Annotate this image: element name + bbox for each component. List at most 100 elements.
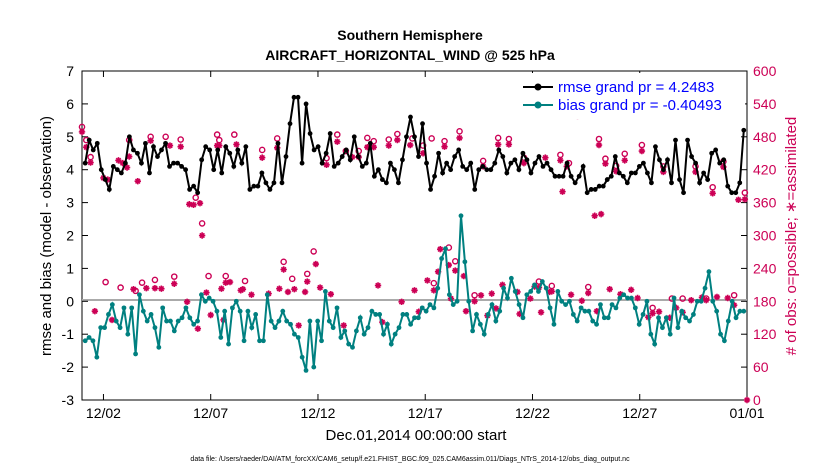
rmse-point [608,173,614,179]
obs-possible-point [430,279,438,287]
x-tick-label: 12/07 [193,405,228,421]
chart-subtitle: AIRCRAFT_HORIZONTAL_WIND @ 525 hPa [265,47,555,63]
y-tick-label: 3 [66,195,74,211]
bias-point [570,312,576,317]
bias-point [377,312,383,317]
rmse-point [484,167,490,173]
obs-possible-point [428,135,435,142]
obs-assimilated-point [295,322,302,329]
rmse-point [327,131,333,136]
obs-possible-point [138,279,146,286]
obs-assimilated-point [334,138,341,145]
bias-point [218,335,224,340]
rmse-point [379,177,385,182]
bias-point [102,325,107,331]
bias-point [94,354,100,360]
bias-point [350,344,355,350]
rmse-point [408,114,413,120]
rmse-point [195,190,201,196]
bias-point [725,318,731,324]
rmse-point [295,94,301,100]
bias-point [516,302,522,307]
rmse-point [653,144,658,150]
bias-point [656,315,661,321]
obs-possible-point [333,131,341,138]
obs-possible-point [192,194,199,201]
rmse-point [131,147,136,153]
rmse-point [657,157,662,163]
bias-point [640,312,646,317]
legend-bias-marker [534,101,542,109]
obs-assimilated-point [134,178,141,185]
bias-point [524,292,530,298]
obs-assimilated-point [239,286,247,293]
obs-assimilated-point [585,289,592,297]
rmse-point [291,94,297,100]
obs-assimilated-point [591,212,598,219]
bias-point [326,318,332,324]
obs-assimilated-point [430,287,438,294]
obs-assimilated-point [460,272,468,280]
rmse-point [456,147,462,153]
bias-point [303,367,309,373]
bias-point [148,312,154,317]
bias-point [462,259,468,265]
bias-point [555,289,561,294]
rmse-point [404,134,409,140]
obs-assimilated-point [462,307,470,315]
obs-possible-point [394,130,401,138]
rmse-point [472,187,478,192]
bias-point [412,315,417,321]
rmse-point [147,170,152,176]
obs-assimilated-point [143,284,150,292]
obs-assimilated-point [634,294,641,302]
bias-point [601,315,607,321]
y-tick-label: 6 [66,96,74,112]
bias-point [272,325,278,331]
obs-assimilated-point [123,164,131,171]
rmse-point [118,170,124,176]
obs-assimilated-point [340,322,347,329]
bias-point [365,325,371,331]
bias-point [222,308,228,314]
bias-point [171,328,177,334]
bias-point [249,325,255,331]
bias-point [694,298,700,304]
rmse-point [400,157,405,163]
obs-possible-point [385,136,393,143]
bias-point [280,308,286,314]
bias-point [621,292,627,298]
obs-assimilated-point [743,396,751,404]
rmse-point [203,144,209,150]
obs-assimilated-point [370,144,377,151]
obs-assimilated-point [516,310,523,318]
bias-point [667,331,673,337]
bias-point [299,354,305,360]
obs-assimilated-point [720,163,727,171]
obs-assimilated-point [108,316,116,324]
obs-possible-point [741,189,749,197]
rmse-point [673,137,678,143]
obs-assimilated-point [91,307,99,315]
bias-point [729,298,735,304]
rmse-point [448,167,454,173]
obs-assimilated-point [119,159,126,167]
obs-assimilated-point [291,286,298,293]
bias-point [567,298,572,304]
obs-assimilated-point [537,309,545,316]
y-right-tick-label: 360 [753,195,777,211]
rmse-point [480,164,486,169]
rmse-point [388,160,393,166]
bias-point [295,335,301,340]
bias-point [458,213,464,219]
bias-point [82,338,88,344]
obs-assimilated-point [456,134,463,142]
rmse-point [396,180,401,186]
bias-point [590,318,596,324]
rmse-point [143,140,148,146]
obs-assimilated-point [327,290,335,298]
rmse-point [303,101,309,107]
obs-possible-point [170,273,178,280]
rmse-point [464,167,470,173]
obs-possible-point [117,284,124,291]
